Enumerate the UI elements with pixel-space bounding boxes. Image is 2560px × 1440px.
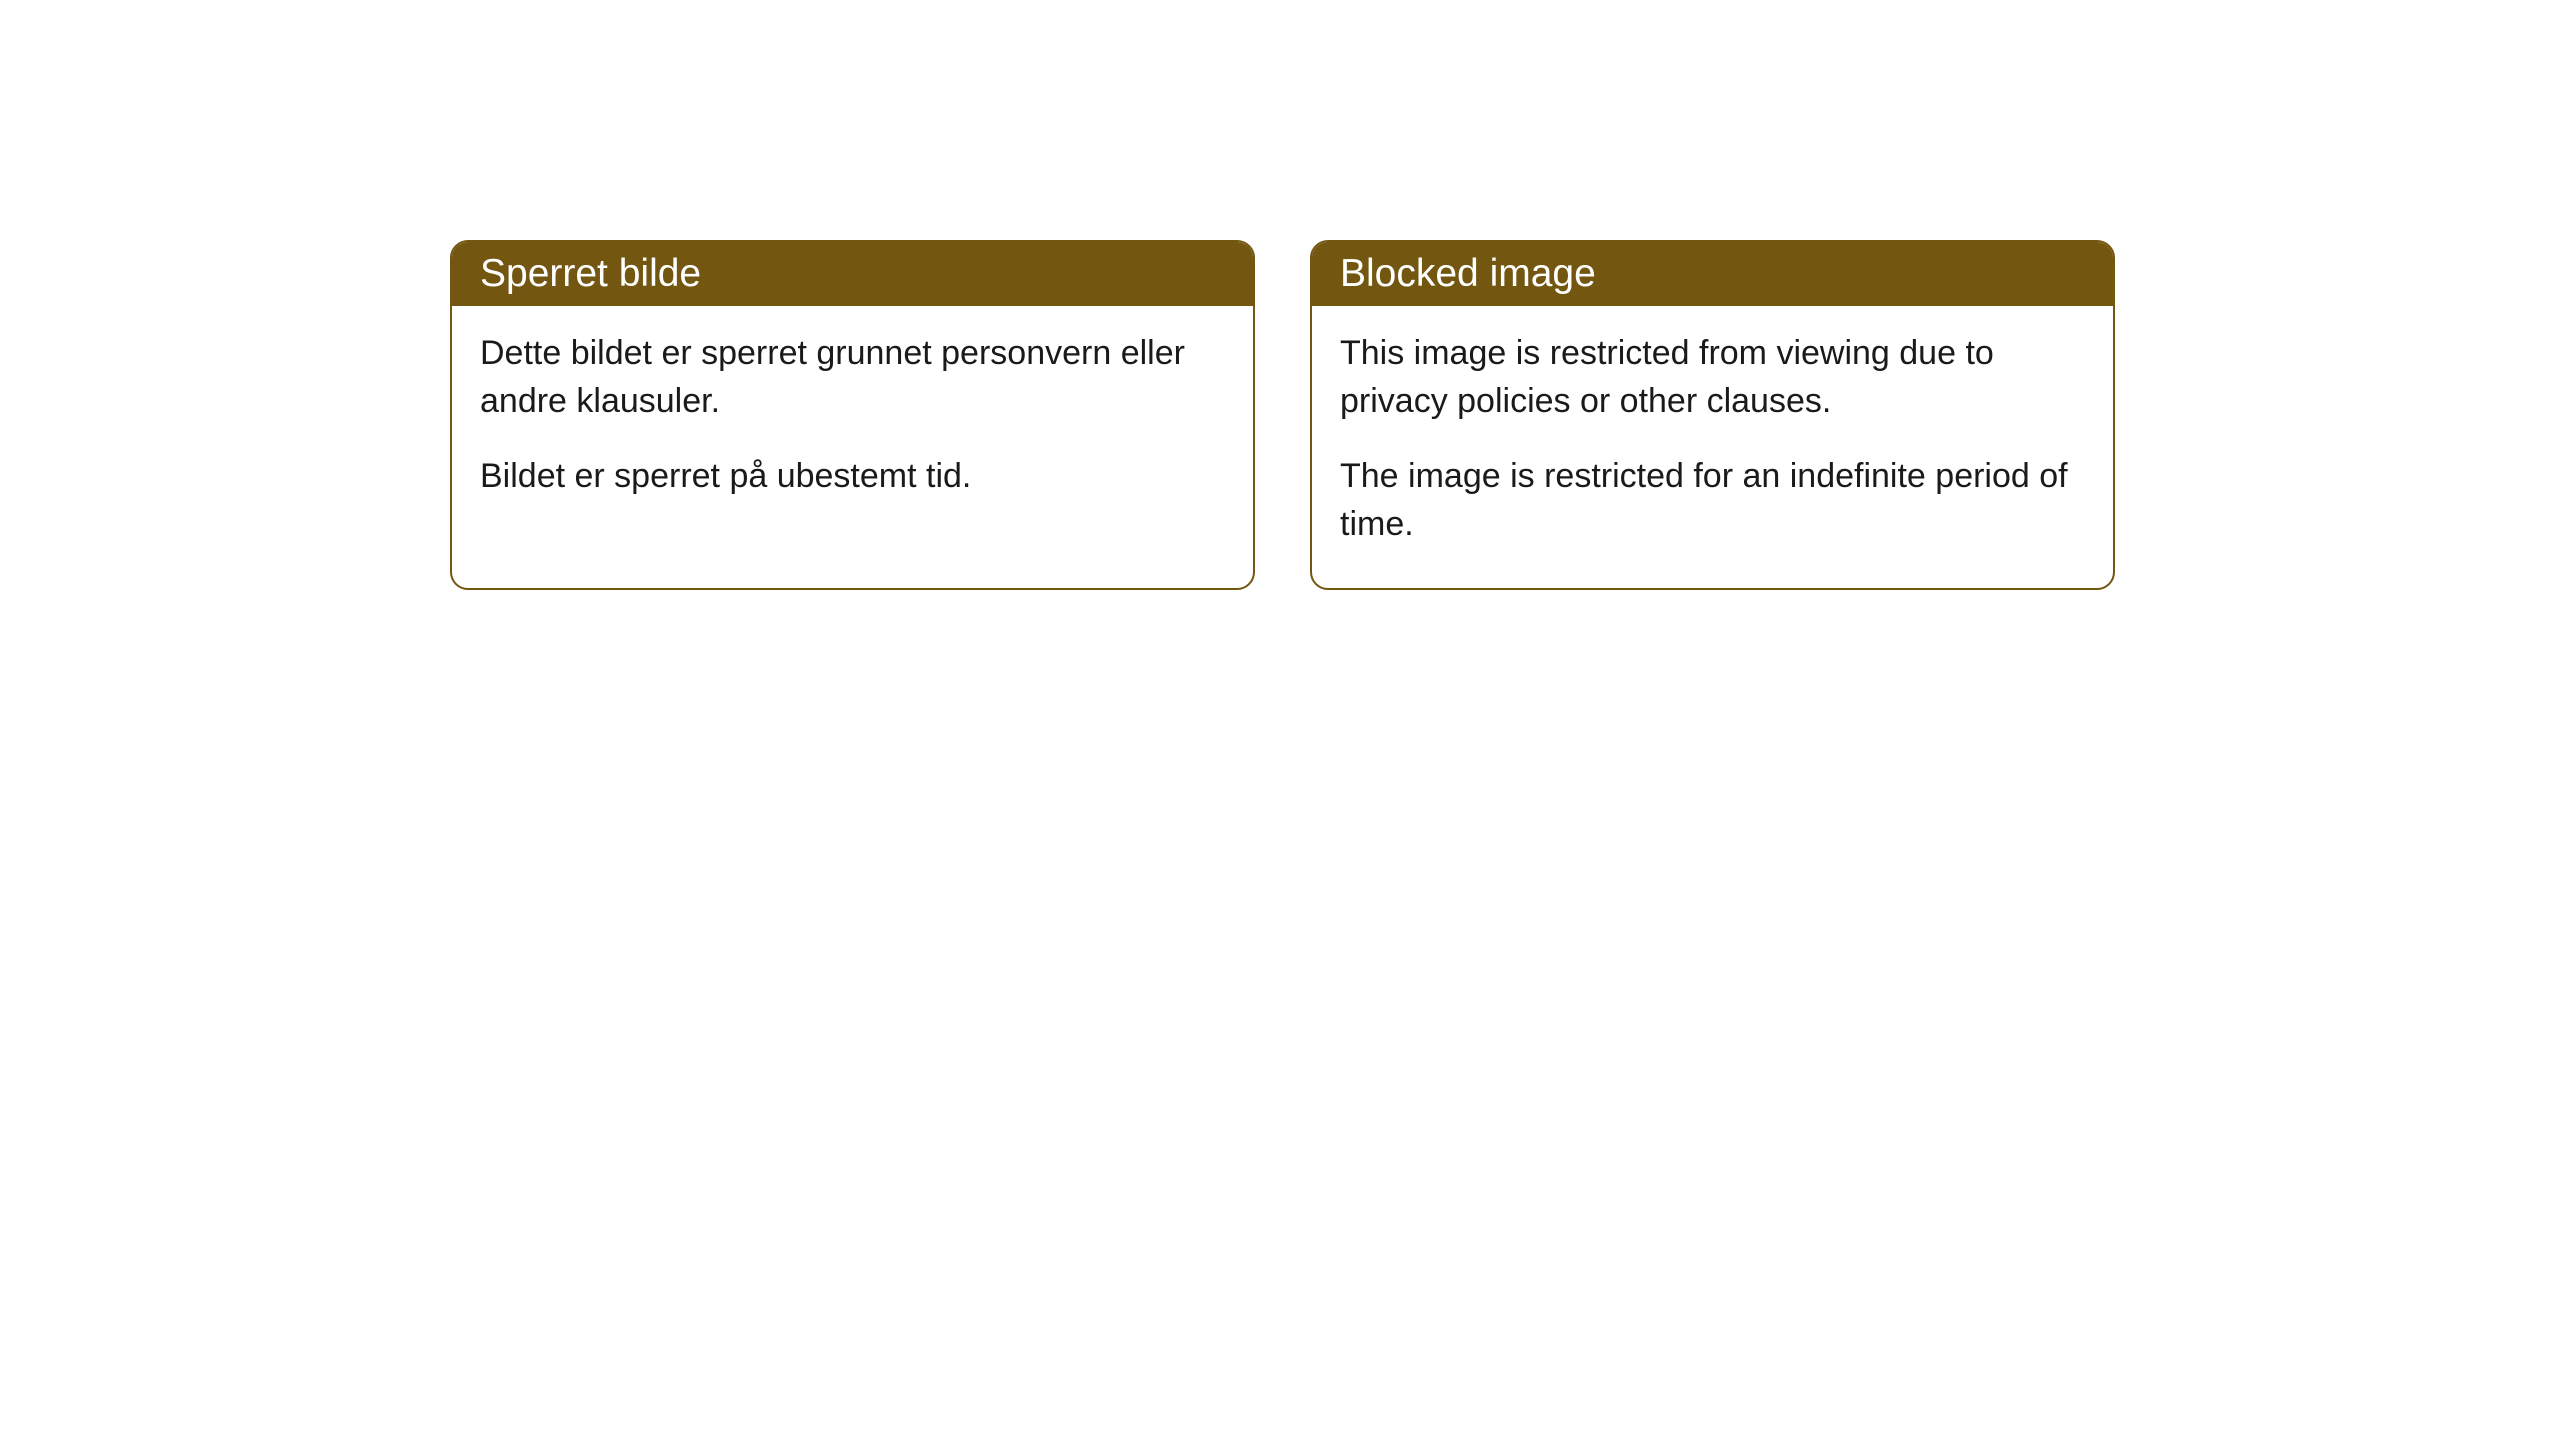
card-header: Blocked image [1312, 242, 2113, 306]
notice-cards-container: Sperret bilde Dette bildet er sperret gr… [450, 240, 2115, 590]
card-paragraph: Dette bildet er sperret grunnet personve… [480, 330, 1225, 425]
card-title: Sperret bilde [480, 252, 701, 295]
card-title: Blocked image [1340, 252, 1596, 295]
card-header: Sperret bilde [452, 242, 1253, 306]
notice-card-norwegian: Sperret bilde Dette bildet er sperret gr… [450, 240, 1255, 590]
card-paragraph: The image is restricted for an indefinit… [1340, 453, 2085, 548]
card-body: Dette bildet er sperret grunnet personve… [452, 306, 1253, 541]
card-body: This image is restricted from viewing du… [1312, 306, 2113, 588]
card-paragraph: Bildet er sperret på ubestemt tid. [480, 453, 1225, 501]
card-paragraph: This image is restricted from viewing du… [1340, 330, 2085, 425]
notice-card-english: Blocked image This image is restricted f… [1310, 240, 2115, 590]
